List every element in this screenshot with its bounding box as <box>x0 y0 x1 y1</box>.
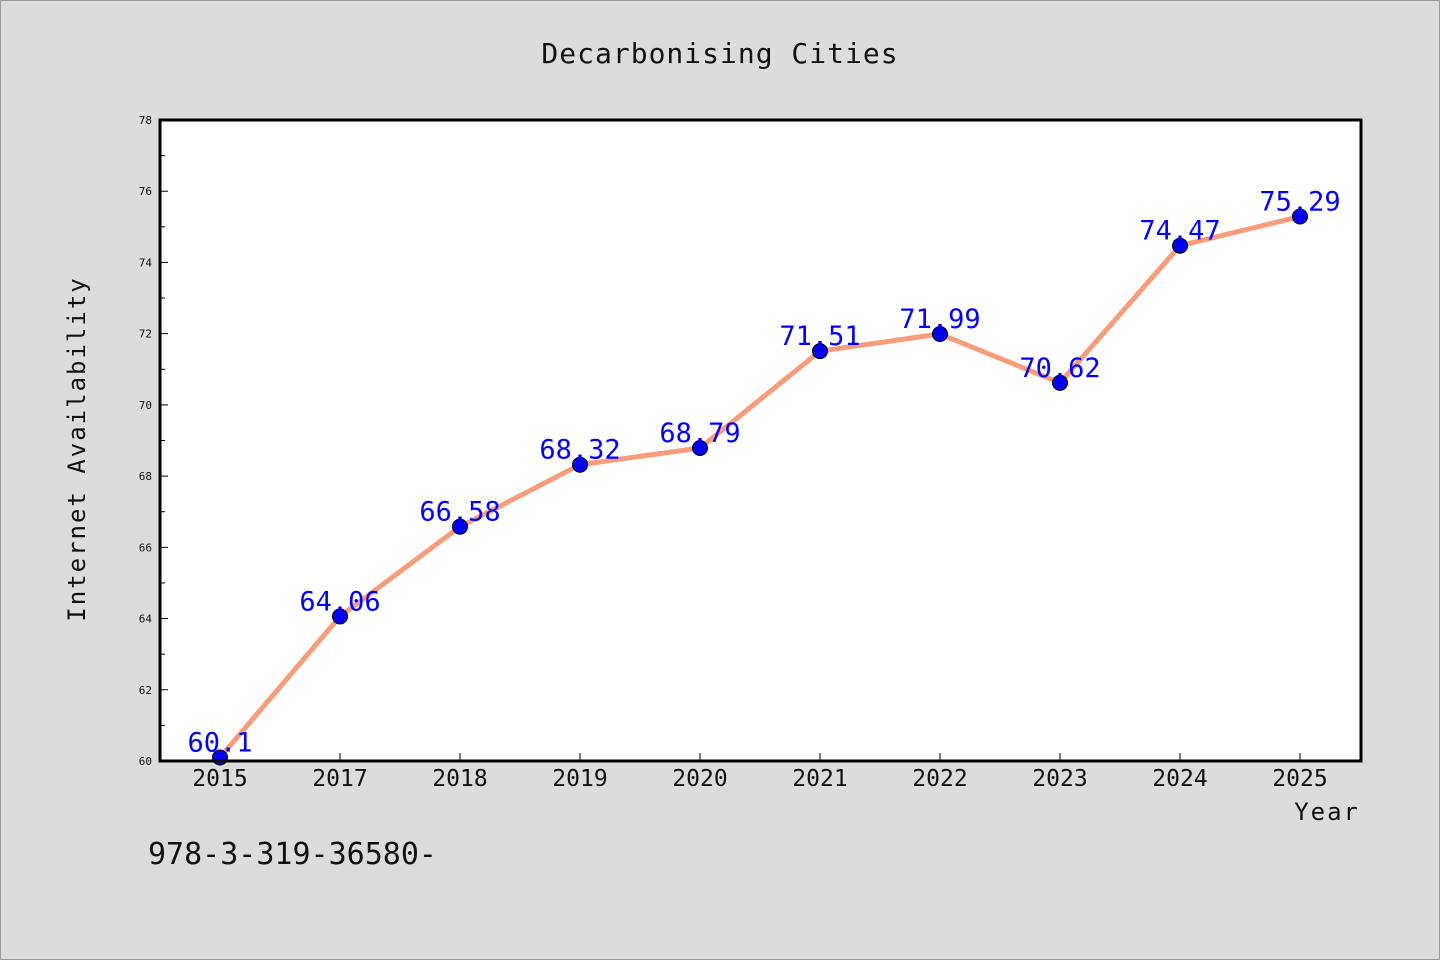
x-tick-label: 2019 <box>552 766 607 792</box>
y-tick-label: 60 <box>139 755 152 768</box>
y-tick-label: 74 <box>139 256 153 269</box>
plot-border <box>158 118 1363 763</box>
data-point <box>572 456 588 473</box>
y-axis-label: Internet Availability <box>63 276 91 621</box>
data-labels: 60.1 64.06 66.58 68.32 68.79 71.51 71.99 70.62 7… <box>187 187 1340 759</box>
x-tick-label: 2021 <box>792 766 847 792</box>
y-tick-label: 64 <box>139 613 153 626</box>
data-point <box>1292 208 1308 225</box>
data-point <box>1172 237 1188 254</box>
y-tick-label: 70 <box>139 399 152 412</box>
data-label: 71.99 <box>899 304 980 335</box>
y-tick-label: 68 <box>139 470 152 483</box>
y-tick-label: 66 <box>139 541 152 554</box>
x-tick-label: 2023 <box>1032 766 1087 792</box>
plot-area <box>160 120 1361 761</box>
data-point <box>452 518 468 535</box>
data-point <box>932 326 948 343</box>
data-points <box>212 208 1308 766</box>
series-line <box>217 214 1303 760</box>
data-label: 70.62 <box>1019 353 1100 384</box>
x-tick-label: 2020 <box>672 766 727 792</box>
data-point <box>692 439 708 456</box>
data-label: 60.1 <box>187 727 252 758</box>
data-point <box>332 608 348 625</box>
x-tick-label: 2024 <box>1152 766 1207 792</box>
data-label: 68.79 <box>659 418 740 449</box>
y-tick-label: 72 <box>139 328 152 341</box>
data-label: 68.32 <box>539 435 620 466</box>
y-tick-label: 78 <box>139 114 152 127</box>
data-point <box>812 343 828 360</box>
x-axis: 2015 2017 2018 2019 2020 2021 2022 2023 2024 2025 <box>192 753 1328 792</box>
x-tick-label: 2018 <box>432 766 487 792</box>
data-label: 74.47 <box>1139 216 1220 247</box>
data-label: 71.51 <box>779 321 860 352</box>
x-axis-label: Year <box>1294 798 1360 826</box>
data-label: 64.06 <box>299 586 380 617</box>
y-tick-label: 62 <box>139 684 152 697</box>
y-tick-label: 76 <box>139 185 152 198</box>
data-label: 66.58 <box>419 497 500 528</box>
x-tick-label: 2017 <box>312 766 367 792</box>
data-point <box>1052 374 1068 391</box>
x-tick-label: 2022 <box>912 766 967 792</box>
series-line-group <box>217 214 1303 760</box>
isbn-footnote: 978-3-319-36580- <box>148 837 437 872</box>
data-label: 75.29 <box>1259 187 1340 218</box>
x-tick-label: 2015 <box>192 766 247 792</box>
x-tick-label: 2025 <box>1272 766 1327 792</box>
chart-title: Decarbonising Cities <box>541 37 898 70</box>
